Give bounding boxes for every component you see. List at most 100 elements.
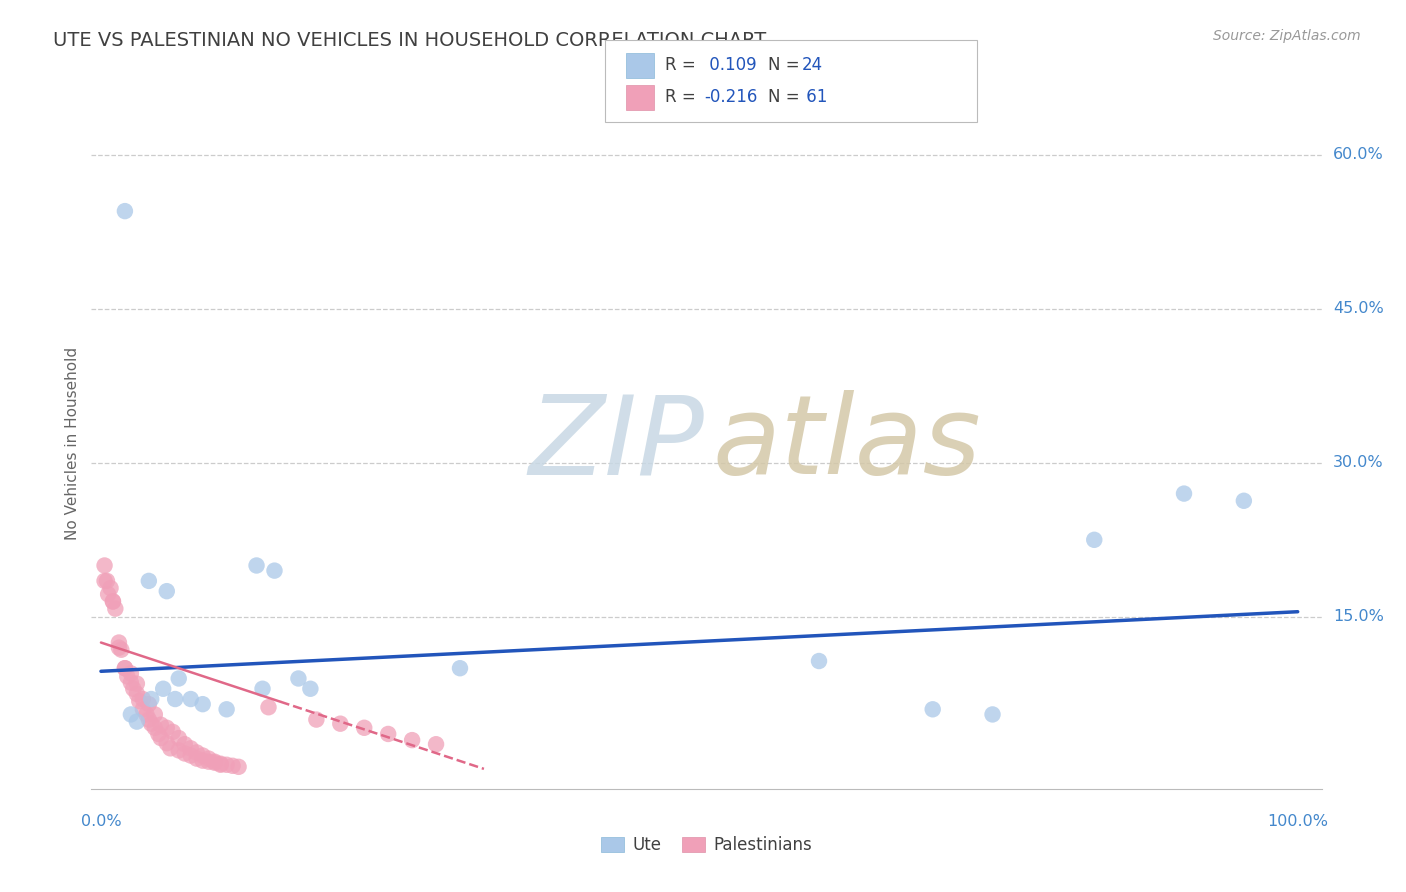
Point xyxy=(449,661,471,675)
Point xyxy=(204,755,226,769)
Point xyxy=(191,697,214,711)
Point xyxy=(120,675,142,690)
Point xyxy=(1233,493,1256,508)
Point xyxy=(180,748,202,763)
Point xyxy=(148,727,170,741)
Point xyxy=(1083,533,1105,547)
Text: ZIP: ZIP xyxy=(529,391,704,497)
Point xyxy=(191,748,214,763)
Text: 30.0%: 30.0% xyxy=(1333,455,1384,470)
Point xyxy=(204,756,226,770)
Point xyxy=(167,731,190,745)
Text: N =: N = xyxy=(768,56,804,74)
Point xyxy=(132,702,155,716)
Point xyxy=(141,716,163,731)
Point xyxy=(149,717,172,731)
Point xyxy=(125,676,148,690)
Point xyxy=(138,697,160,711)
Text: R =: R = xyxy=(665,56,702,74)
Point xyxy=(209,756,232,771)
Point xyxy=(228,760,250,774)
Text: 60.0%: 60.0% xyxy=(1333,147,1384,162)
Point xyxy=(401,733,423,747)
Legend: Ute, Palestinians: Ute, Palestinians xyxy=(595,830,818,861)
Point xyxy=(180,692,202,706)
Point xyxy=(191,754,214,768)
Text: R =: R = xyxy=(665,88,702,106)
Point xyxy=(128,694,150,708)
Point xyxy=(287,672,309,686)
Point xyxy=(108,640,131,655)
Point xyxy=(101,594,124,608)
Point xyxy=(215,757,238,772)
Point xyxy=(305,713,328,727)
Point xyxy=(167,743,190,757)
Point xyxy=(221,759,243,773)
Point xyxy=(156,584,179,599)
Text: 61: 61 xyxy=(801,88,828,106)
Point xyxy=(173,747,195,761)
Point xyxy=(96,574,118,588)
Point xyxy=(808,654,831,668)
Point xyxy=(186,746,208,760)
Point xyxy=(125,687,148,701)
Text: 24: 24 xyxy=(801,56,823,74)
Point xyxy=(93,574,115,588)
Point xyxy=(425,737,447,751)
Point xyxy=(114,661,136,675)
Point xyxy=(93,558,115,573)
Point xyxy=(120,707,142,722)
Point xyxy=(186,751,208,765)
Point xyxy=(180,741,202,756)
Point xyxy=(1173,486,1195,500)
Point xyxy=(263,564,285,578)
Point xyxy=(135,707,157,722)
Text: Source: ZipAtlas.com: Source: ZipAtlas.com xyxy=(1213,29,1361,43)
Point xyxy=(165,692,187,706)
Text: 45.0%: 45.0% xyxy=(1333,301,1384,316)
Text: 15.0%: 15.0% xyxy=(1333,609,1384,624)
Point xyxy=(97,587,120,601)
Point xyxy=(156,721,179,735)
Point xyxy=(215,702,238,716)
Point xyxy=(197,751,219,765)
Point xyxy=(132,692,155,706)
Point xyxy=(138,713,160,727)
Text: N =: N = xyxy=(768,88,804,106)
Point xyxy=(110,642,132,657)
Point xyxy=(138,574,160,588)
Point xyxy=(299,681,322,696)
Text: atlas: atlas xyxy=(713,391,981,497)
Point xyxy=(104,601,127,615)
Point xyxy=(141,692,163,706)
Point xyxy=(117,669,139,683)
Point xyxy=(257,700,280,714)
Text: 0.109: 0.109 xyxy=(704,56,756,74)
Point xyxy=(143,707,166,722)
Point xyxy=(152,681,174,696)
Point xyxy=(114,204,136,219)
Point xyxy=(353,721,375,735)
Text: -0.216: -0.216 xyxy=(704,88,758,106)
Text: 0.0%: 0.0% xyxy=(80,814,121,830)
Point xyxy=(159,741,181,756)
Point xyxy=(143,721,166,735)
Point xyxy=(156,736,179,750)
Point xyxy=(100,581,122,595)
Point xyxy=(329,716,352,731)
Point xyxy=(120,666,142,681)
Text: UTE VS PALESTINIAN NO VEHICLES IN HOUSEHOLD CORRELATION CHART: UTE VS PALESTINIAN NO VEHICLES IN HOUSEH… xyxy=(53,31,766,50)
Point xyxy=(173,737,195,751)
Point xyxy=(252,681,274,696)
Point xyxy=(162,725,184,739)
Text: 100.0%: 100.0% xyxy=(1267,814,1329,830)
Point xyxy=(101,594,124,608)
Point xyxy=(167,672,190,686)
Point xyxy=(921,702,943,716)
Point xyxy=(108,635,131,649)
Point xyxy=(149,731,172,745)
Point xyxy=(114,661,136,675)
Point xyxy=(197,755,219,769)
Point xyxy=(122,681,145,696)
Point xyxy=(209,757,232,772)
